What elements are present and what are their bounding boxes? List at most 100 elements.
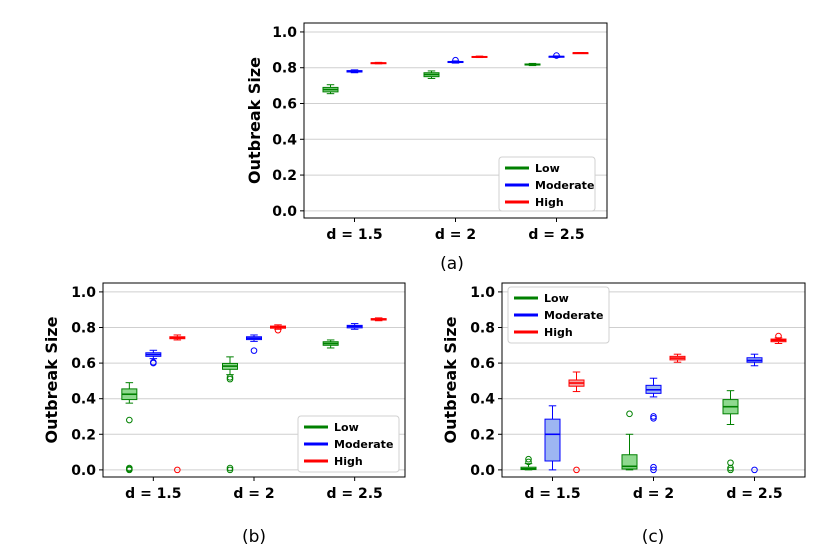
outlier-point [650, 414, 657, 422]
panel-caption: (a) [440, 254, 464, 274]
outlier-point [650, 463, 657, 471]
box-high [270, 324, 286, 334]
box-moderate [346, 69, 363, 74]
box-low [722, 390, 739, 474]
outlier-point [174, 466, 181, 474]
legend-label: Moderate [334, 438, 393, 451]
y-tick-label: 0.0 [470, 463, 495, 479]
outlier-point [452, 56, 459, 64]
legend-label: High [334, 455, 363, 468]
x-tick-label: d = 1.5 [524, 486, 580, 502]
box-iqr [621, 454, 638, 470]
y-tick-label: 0.0 [272, 204, 297, 220]
box-moderate [746, 353, 763, 474]
y-tick-label: 0.8 [272, 61, 297, 77]
y-axis-label: Outbreak Size [42, 316, 61, 443]
box-low [423, 70, 440, 79]
outlier-point [727, 459, 734, 467]
outlier-point [226, 466, 234, 474]
outlier-point [727, 466, 734, 474]
panel-caption: (c) [642, 527, 665, 547]
outlier-point [553, 52, 560, 59]
y-tick-label: 0.6 [470, 356, 495, 372]
outlier-point [626, 410, 633, 418]
y-tick-label: 1.0 [272, 25, 297, 41]
box-moderate [544, 405, 561, 471]
y-tick-label: 1.0 [470, 285, 495, 301]
outlier-point [226, 375, 234, 383]
box-low [524, 62, 541, 67]
legend: Low Moderate High [297, 415, 400, 473]
legend-frame [507, 286, 610, 344]
legend-label: Low [334, 421, 359, 434]
panel-c: 0.0 0.2 0.4 0.6 0.8 1.0 d = 1.5 d = 2 d = 2.5 Out… [441, 282, 806, 547]
box-high [572, 52, 589, 55]
y-tick-label: 0.4 [272, 132, 297, 148]
axes-frame [501, 282, 806, 478]
y-tick-label: 0.2 [272, 168, 297, 184]
y-tick-label: 0.6 [272, 97, 297, 113]
y-tick-label: 1.0 [71, 285, 96, 301]
x-tick-label: d = 2.5 [726, 486, 782, 502]
box-low [322, 339, 339, 349]
legend-frame [297, 415, 400, 473]
box-high [169, 334, 186, 474]
outlier-point [727, 464, 734, 472]
box-moderate [145, 349, 162, 367]
box-moderate [346, 323, 363, 330]
box-moderate [645, 377, 662, 474]
box-low [121, 382, 138, 474]
legend-label: Moderate [535, 179, 594, 192]
box-high [370, 317, 387, 322]
box-moderate [548, 52, 565, 59]
legend-label: Moderate [544, 309, 603, 322]
y-tick-label: 0.4 [470, 392, 495, 408]
outlier-point [751, 466, 758, 474]
box-high [370, 61, 387, 65]
box-low [222, 356, 238, 474]
outlier-point [126, 466, 133, 474]
outlier-point [650, 466, 657, 474]
box-high [770, 332, 787, 345]
outlier-point [525, 458, 532, 466]
box-moderate [246, 334, 262, 354]
y-tick-label: 0.8 [71, 320, 96, 336]
outlier-point [650, 413, 657, 420]
outlier-point [150, 359, 157, 367]
box-moderate [447, 56, 464, 64]
y-tick-label: 0.0 [71, 463, 96, 479]
box-iqr [544, 418, 561, 462]
x-tick-label: d = 1.5 [125, 486, 181, 502]
panel-caption: (b) [242, 527, 266, 547]
box-high [568, 371, 585, 474]
x-tick-label: d = 2.5 [528, 227, 584, 243]
outlier-point [126, 416, 133, 424]
y-axis-label: Outbreak Size [245, 57, 264, 184]
outlier-point [775, 332, 782, 340]
panel-b: 0.0 0.2 0.4 0.6 0.8 1.0 d = 1.5 d = 2 d = 2.5 Out… [42, 282, 406, 547]
legend-label: High [535, 196, 564, 209]
x-tick-label: d = 2 [435, 227, 476, 243]
box-high [471, 55, 488, 59]
legend-label: Low [544, 292, 569, 305]
axes-frame [303, 22, 608, 219]
x-tick-label: d = 2.5 [327, 486, 383, 502]
y-tick-label: 0.4 [71, 392, 96, 408]
outlier-point [250, 347, 258, 354]
x-tick-label: d = 1.5 [326, 227, 382, 243]
outlier-point [573, 466, 580, 474]
legend-label: High [544, 326, 573, 339]
box-high [669, 353, 686, 363]
legend: Low Moderate High [507, 286, 610, 344]
legend: Low Moderate High [498, 156, 596, 212]
legend-frame [498, 156, 596, 212]
outlier-point [226, 464, 234, 472]
y-tick-label: 0.2 [71, 427, 96, 443]
axes-frame [102, 282, 406, 478]
y-tick-label: 0.6 [71, 356, 96, 372]
box-low [621, 410, 638, 471]
outlier-point [226, 374, 234, 381]
panel-a: 0.0 0.2 0.4 0.6 0.8 1.0 d = 1.5 d = 2 d = 2.5 Out… [245, 22, 608, 274]
x-tick-label: d = 2 [233, 486, 274, 502]
